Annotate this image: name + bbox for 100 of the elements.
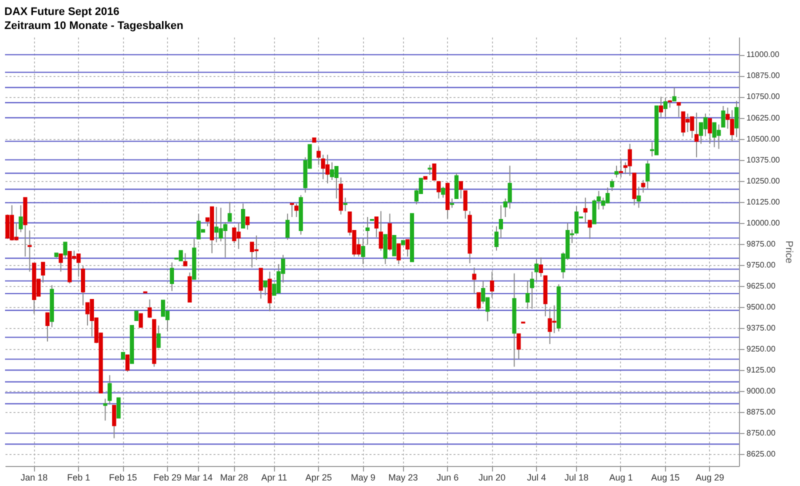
candlestick	[538, 256, 543, 278]
candlestick	[112, 404, 116, 439]
candlestick	[170, 262, 174, 292]
candlestick	[646, 160, 650, 189]
x-tick-label: Feb 29	[153, 472, 182, 482]
y-tick-label: 9250.00	[746, 344, 776, 354]
y-tick-label: 8875.00	[746, 408, 776, 417]
chart-subtitle: Zeitraum 10 Monate - Tagesbalken	[4, 20, 184, 32]
candlestick	[574, 206, 579, 234]
x-tick-label: Aug 29	[696, 472, 724, 482]
candlestick	[330, 162, 334, 180]
y-tick-label: 10625.00	[746, 113, 780, 122]
candlestick	[396, 243, 401, 265]
candlestick	[196, 213, 201, 240]
candlestick	[406, 239, 410, 258]
candlestick	[125, 354, 130, 372]
candlestick	[494, 226, 499, 252]
candlestick	[148, 298, 152, 318]
x-tick-label: Feb 15	[109, 472, 138, 482]
candlestick	[458, 181, 463, 200]
candlestick	[321, 154, 326, 180]
x-tick-label: May 23	[388, 472, 418, 482]
y-tick-label: 10875.00	[746, 71, 780, 80]
candlestick	[552, 304, 556, 334]
candlestick	[463, 190, 468, 220]
candlestick	[263, 280, 268, 296]
candlestick	[268, 271, 272, 312]
y-tick-label: 10375.00	[746, 155, 780, 164]
candlestick	[614, 165, 619, 178]
candlestick	[450, 198, 454, 208]
x-tick-label: Aug 1	[609, 472, 633, 482]
candlestick	[294, 203, 298, 218]
candlestick	[366, 216, 370, 246]
y-tick-label: 9750.00	[746, 260, 776, 270]
x-tick-label: Mar 14	[184, 472, 213, 482]
candlestick	[285, 213, 290, 240]
y-axis-title: Price	[782, 240, 794, 264]
candlestick	[325, 154, 330, 184]
candlestick	[254, 235, 258, 260]
candlestick	[432, 164, 436, 180]
candlestick	[343, 197, 348, 212]
y-tick-label: 10000.00	[746, 218, 780, 228]
candlestick	[708, 118, 712, 144]
y-tick-label: 9500.00	[746, 302, 776, 312]
candlestick	[454, 172, 459, 200]
candlestick	[663, 97, 668, 118]
x-tick-label: Apr 25	[305, 472, 332, 482]
x-tick-label: Jun 20	[478, 472, 506, 482]
candlestick	[734, 100, 739, 138]
candlestick	[134, 310, 138, 321]
y-tick-label: 9625.00	[746, 281, 776, 290]
candlestick	[498, 204, 503, 239]
y-tick-label: 10500.00	[746, 134, 780, 144]
candlestick	[508, 165, 512, 210]
candlestick	[530, 271, 534, 310]
candlestick	[526, 280, 530, 310]
x-tick-label: Apr 11	[261, 472, 288, 482]
candlestick	[160, 300, 166, 317]
candlestick	[40, 262, 46, 284]
candlestick	[441, 186, 446, 198]
candlestick	[374, 216, 378, 238]
chart-title: DAX Future Sept 2016	[4, 6, 120, 18]
candlestick	[245, 216, 250, 230]
candlestick	[80, 265, 86, 306]
y-tick-label: 10750.00	[746, 92, 780, 102]
candlestick	[694, 112, 699, 158]
candlestick	[228, 201, 232, 222]
y-tick-label: 11000.00	[746, 50, 780, 60]
x-tick-label: Jul 4	[526, 472, 546, 482]
candlestick	[672, 86, 676, 102]
y-tick-label: 9375.00	[746, 324, 776, 333]
candlestick	[138, 313, 143, 328]
candlestick	[588, 220, 592, 240]
candlestick	[316, 146, 321, 166]
candlestick	[378, 210, 383, 252]
candlestick	[658, 96, 664, 118]
candlestick	[58, 254, 63, 272]
x-tick-label: Aug 15	[651, 472, 680, 482]
y-tick-label: 8625.00	[746, 450, 776, 459]
candlestick	[361, 238, 366, 265]
candlestick	[183, 252, 188, 266]
x-tick-label: Feb 1	[67, 472, 90, 482]
candlestick	[490, 271, 494, 298]
candlestick	[156, 325, 161, 349]
y-tick-label: 9000.00	[746, 386, 776, 396]
candlestick	[436, 181, 441, 200]
candlestick	[534, 258, 539, 282]
candlestick	[241, 203, 246, 228]
candlestick	[636, 186, 641, 208]
x-tick-label: Jan 18	[20, 472, 48, 482]
candlestick	[618, 158, 624, 178]
candlestick	[178, 250, 183, 262]
candlestick	[392, 235, 396, 256]
candlestick	[116, 397, 121, 419]
candlestick	[290, 203, 294, 218]
x-tick-label: May 9	[350, 472, 376, 482]
candlestick	[583, 197, 588, 224]
y-tick-label: 10250.00	[746, 176, 780, 186]
candlestick	[383, 234, 388, 265]
y-tick-label: 10125.00	[746, 197, 780, 206]
